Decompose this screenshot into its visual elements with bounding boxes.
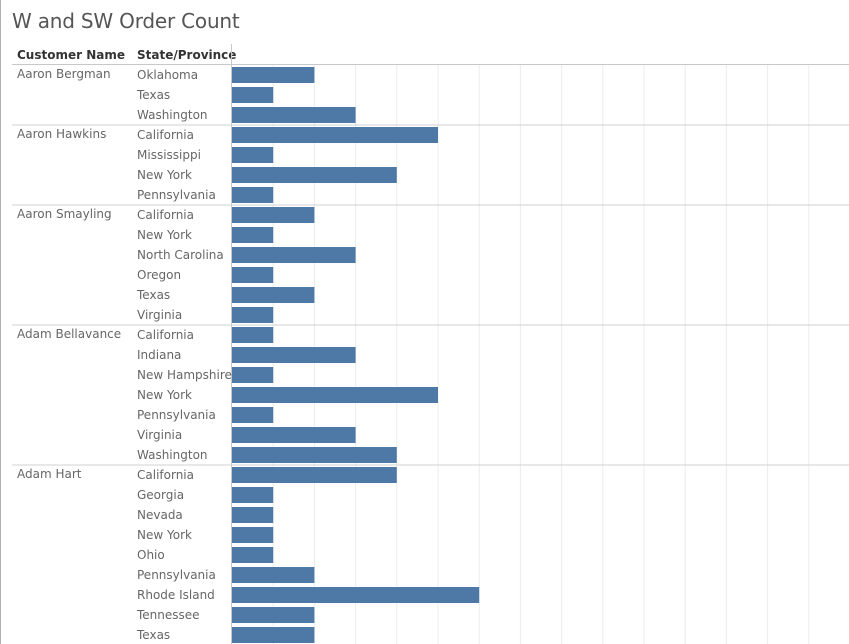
state-label: Rhode Island: [137, 588, 215, 602]
state-label: Pennsylvania: [137, 408, 216, 422]
customer-name-label: Aaron Smayling: [17, 207, 112, 221]
header-divider: [12, 64, 849, 65]
state-label: New York: [137, 228, 192, 242]
bar[interactable]: [232, 447, 397, 463]
bar[interactable]: [232, 87, 274, 103]
state-label: Tennessee: [136, 608, 200, 622]
bar[interactable]: [232, 527, 274, 543]
state-label: Georgia: [137, 488, 184, 502]
bars: [232, 67, 480, 643]
bar[interactable]: [232, 367, 274, 383]
bar[interactable]: [232, 627, 315, 643]
state-label: Texas: [136, 288, 170, 302]
state-label: Texas: [136, 628, 170, 642]
state-label: California: [137, 128, 194, 142]
bar[interactable]: [232, 207, 315, 223]
axis-divider: [231, 44, 232, 644]
state-label: Washington: [137, 448, 208, 462]
bar[interactable]: [232, 127, 438, 143]
group-separators: [12, 124, 849, 466]
bar[interactable]: [232, 247, 356, 263]
column-header-state-province[interactable]: State/Province: [137, 48, 237, 62]
bar[interactable]: [232, 187, 274, 203]
bar[interactable]: [232, 147, 274, 163]
state-label: California: [137, 208, 194, 222]
bar[interactable]: [232, 307, 274, 323]
bar[interactable]: [232, 327, 274, 343]
grid-lines: [272, 65, 810, 644]
bar[interactable]: [232, 167, 397, 183]
bar[interactable]: [232, 287, 315, 303]
state-label: New York: [137, 528, 192, 542]
state-label: Washington: [137, 108, 208, 122]
bar[interactable]: [232, 487, 274, 503]
bar[interactable]: [232, 67, 315, 83]
state-label: New York: [137, 388, 192, 402]
bar[interactable]: [232, 407, 274, 423]
state-label: New York: [137, 168, 192, 182]
state-label: Ohio: [137, 548, 165, 562]
bar[interactable]: [232, 387, 438, 403]
customer-name-label: Aaron Bergman: [17, 67, 111, 81]
state-label: North Carolina: [137, 248, 224, 262]
state-label: Indiana: [137, 348, 181, 362]
bar[interactable]: [232, 107, 356, 123]
state-label: Pennsylvania: [137, 568, 216, 582]
state-label: California: [137, 468, 194, 482]
bar[interactable]: [232, 547, 274, 563]
column-header-customer-name[interactable]: Customer Name: [17, 48, 125, 62]
bar[interactable]: [232, 347, 356, 363]
customer-name-label: Adam Bellavance: [17, 327, 121, 341]
bar[interactable]: [232, 587, 480, 603]
state-label: Virginia: [137, 308, 182, 322]
state-label: Virginia: [137, 428, 182, 442]
bar[interactable]: [232, 607, 315, 623]
bar[interactable]: [232, 467, 397, 483]
chart-title: W and SW Order Count: [12, 9, 240, 33]
left-border: [0, 0, 1, 644]
state-label: Mississippi: [137, 148, 201, 162]
bar[interactable]: [232, 227, 274, 243]
state-label: Oregon: [137, 268, 181, 282]
row-labels: Aaron Bergman Oklahoma Texas Washington Aaro…: [17, 67, 232, 642]
bar[interactable]: [232, 507, 274, 523]
bar[interactable]: [232, 267, 274, 283]
state-label: Texas: [136, 88, 170, 102]
customer-name-label: Aaron Hawkins: [17, 127, 106, 141]
state-label: New Hampshire: [137, 368, 232, 382]
state-label: Pennsylvania: [137, 188, 216, 202]
state-label: Oklahoma: [137, 68, 198, 82]
customer-name-label: Adam Hart: [17, 467, 82, 481]
bar[interactable]: [232, 567, 315, 583]
state-label: California: [137, 328, 194, 342]
state-label: Nevada: [137, 508, 183, 522]
bar[interactable]: [232, 427, 356, 443]
